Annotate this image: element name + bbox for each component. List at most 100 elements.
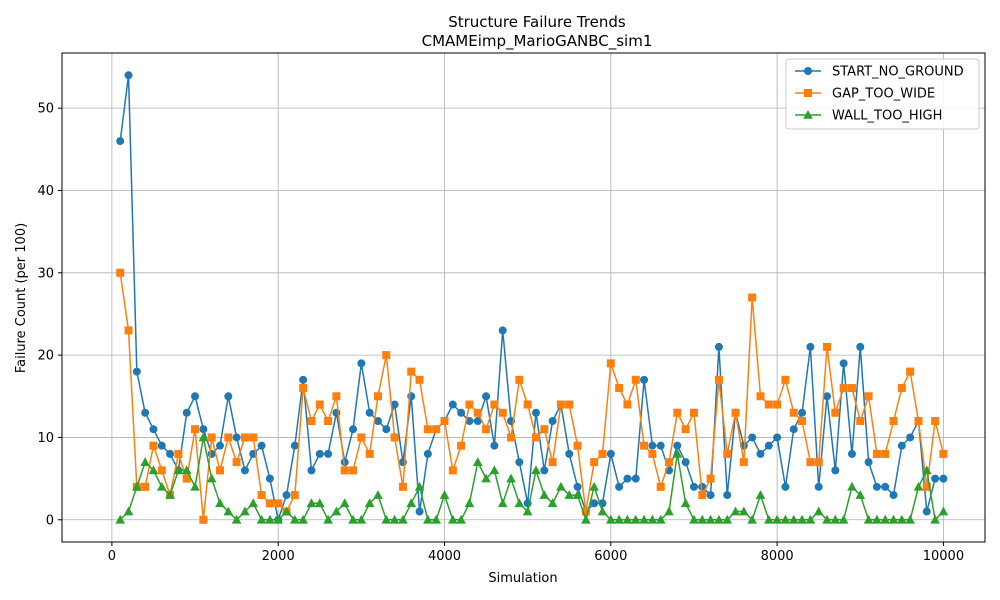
data-point — [548, 416, 557, 425]
data-point — [232, 433, 241, 442]
data-point — [356, 514, 367, 524]
data-point — [165, 490, 175, 499]
data-point — [191, 425, 200, 434]
data-point — [324, 449, 333, 458]
data-point — [639, 514, 649, 524]
data-point — [764, 514, 774, 524]
data-point — [781, 482, 790, 491]
data-point — [698, 491, 707, 500]
data-point — [290, 491, 299, 500]
legend-marker — [804, 89, 812, 97]
legend-label: GAP_TOO_WIDE — [832, 87, 935, 102]
data-point — [723, 491, 732, 500]
data-point — [806, 458, 815, 467]
data-point — [439, 490, 450, 499]
data-point — [256, 514, 267, 524]
data-point — [423, 514, 433, 524]
data-point — [814, 458, 823, 467]
data-point — [348, 514, 358, 524]
data-point — [615, 482, 624, 491]
data-point — [472, 457, 483, 466]
data-point — [872, 482, 881, 491]
y-tick-label: 10 — [37, 431, 54, 446]
data-point — [323, 514, 333, 524]
x-axis-label: Simulation — [488, 571, 557, 586]
data-point — [564, 490, 575, 499]
data-point — [813, 506, 824, 516]
data-point — [357, 359, 366, 368]
data-point — [140, 457, 150, 466]
data-point — [315, 449, 324, 458]
data-point — [398, 514, 408, 524]
data-point — [606, 449, 615, 458]
series-line — [119, 272, 945, 520]
data-point — [648, 449, 657, 458]
data-point — [273, 514, 283, 524]
x-tick-label: 2000 — [262, 549, 295, 564]
data-point — [432, 425, 441, 434]
data-point — [556, 481, 566, 491]
data-point — [423, 425, 432, 434]
data-point — [307, 416, 316, 425]
data-point — [640, 441, 649, 450]
data-point — [589, 481, 599, 491]
data-point — [615, 384, 624, 393]
data-point — [498, 326, 507, 335]
data-point — [274, 499, 283, 508]
data-point — [889, 491, 898, 500]
data-point — [565, 449, 574, 458]
data-point — [414, 481, 425, 491]
data-point — [856, 342, 865, 351]
data-point — [215, 466, 224, 475]
data-point — [332, 392, 341, 401]
data-point — [223, 506, 234, 516]
data-point — [339, 498, 350, 508]
data-point — [482, 425, 491, 434]
data-point — [913, 481, 924, 491]
data-point — [648, 441, 657, 450]
data-point — [489, 465, 500, 475]
data-point — [515, 458, 524, 467]
data-point — [772, 514, 782, 524]
data-point — [457, 408, 466, 417]
data-point — [655, 514, 666, 524]
data-point — [930, 514, 940, 524]
data-point — [206, 473, 217, 483]
data-point — [730, 506, 741, 516]
data-point — [364, 498, 375, 508]
data-point — [606, 514, 616, 524]
data-point — [922, 482, 931, 491]
data-point — [448, 514, 458, 524]
data-point — [540, 466, 549, 475]
data-point — [931, 416, 940, 425]
data-point — [747, 514, 757, 524]
y-tick-label: 50 — [37, 102, 54, 117]
data-point — [788, 514, 799, 524]
data-point — [622, 514, 633, 524]
data-point — [224, 392, 233, 401]
data-point — [755, 490, 766, 499]
data-point — [199, 425, 208, 434]
data-point — [373, 490, 383, 499]
data-point — [773, 433, 782, 442]
data-point — [207, 433, 216, 442]
data-point — [448, 466, 457, 475]
y-tick-label: 20 — [37, 349, 54, 364]
data-point — [797, 514, 807, 524]
x-tick-label: 0 — [108, 549, 116, 564]
data-point — [556, 400, 565, 409]
data-point — [149, 425, 158, 434]
data-point — [349, 425, 358, 434]
data-point — [689, 514, 699, 524]
data-point — [597, 506, 608, 516]
data-point — [872, 449, 881, 458]
legend-marker — [804, 67, 812, 75]
data-point — [798, 408, 807, 417]
data-point — [631, 375, 640, 384]
x-axis-ticks: 0 2000 4000 6000 8000 10000 — [108, 542, 964, 564]
data-point — [166, 449, 175, 458]
data-point — [939, 474, 948, 483]
data-point — [548, 458, 557, 467]
data-point — [365, 408, 374, 417]
data-point — [340, 466, 349, 475]
